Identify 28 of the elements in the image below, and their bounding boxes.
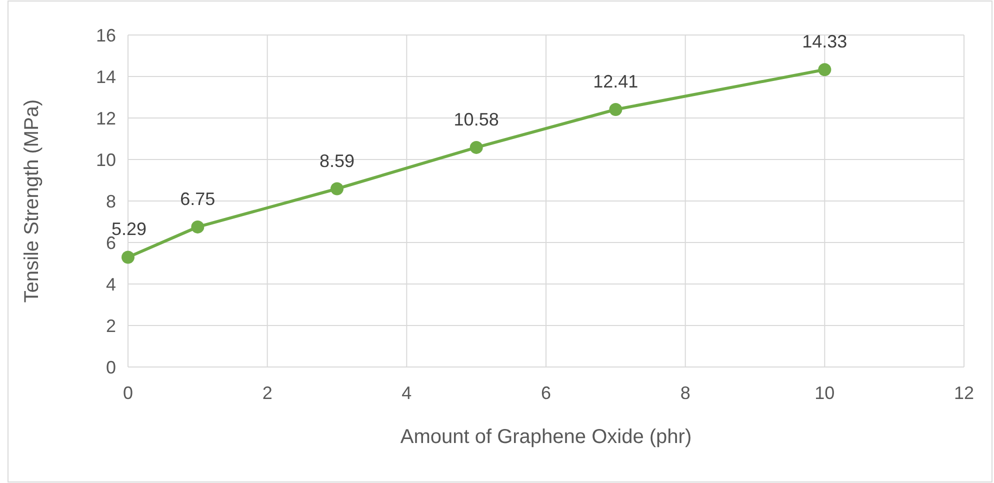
x-tick-label: 2 xyxy=(262,383,272,403)
y-tick-label: 4 xyxy=(106,274,116,294)
x-tick-label: 8 xyxy=(680,383,690,403)
x-tick-label: 12 xyxy=(954,383,974,403)
data-label: 6.75 xyxy=(180,188,216,209)
data-label: 8.59 xyxy=(319,150,355,171)
y-tick-label: 16 xyxy=(96,25,116,46)
point xyxy=(470,140,483,154)
x-tick-label: 10 xyxy=(814,383,835,403)
y-tick-label: 0 xyxy=(106,357,116,378)
x-tick-label: 0 xyxy=(122,383,134,403)
y-tick-label: 8 xyxy=(106,191,116,212)
y-tick-label: 10 xyxy=(96,150,116,170)
point xyxy=(609,102,622,116)
point xyxy=(818,63,832,76)
x-axis-title: Amount of Graphene Oxide (phr) xyxy=(400,426,692,448)
y-tick-label: 14 xyxy=(96,66,116,87)
y-tick-label: 2 xyxy=(106,316,116,336)
x-tick-label: 6 xyxy=(540,383,552,403)
data-label: 12.41 xyxy=(593,71,638,92)
y-tick-label: 12 xyxy=(96,108,116,128)
data-label: 10.58 xyxy=(454,109,499,130)
y-axis-title: Tensile Strength (MPa) xyxy=(21,99,43,303)
x-tick-label: 4 xyxy=(402,383,412,403)
data-label: 14.33 xyxy=(802,32,848,52)
point xyxy=(330,182,344,196)
point xyxy=(122,250,134,264)
point xyxy=(191,220,204,234)
